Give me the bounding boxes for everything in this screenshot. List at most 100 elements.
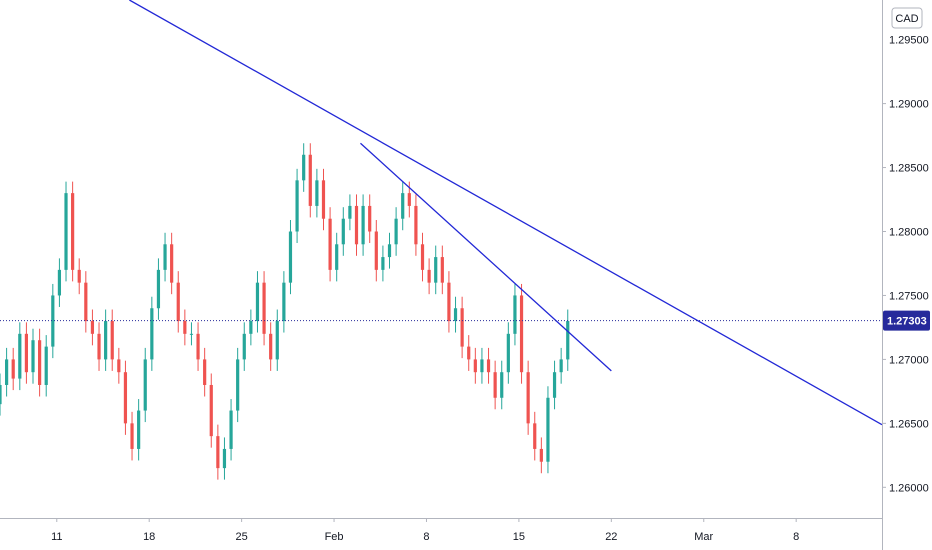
candle-body [242,333,246,360]
trendline[interactable] [129,0,883,426]
candle-body [440,257,444,283]
candle-body [460,308,464,347]
candle-body [447,282,451,322]
candle [354,194,359,256]
candle-body [513,295,517,334]
candle [236,347,240,423]
candle-body [130,423,134,449]
candle-body [183,321,187,334]
candle-body [104,321,108,360]
candle [381,245,385,282]
candle-body [493,372,497,398]
candle-body [295,180,299,232]
candle [262,271,266,346]
candle-body [163,244,167,270]
candle [255,271,260,333]
candle [196,322,200,371]
candle-body [427,269,431,283]
x-tick-label: 8 [793,531,799,543]
candle [71,181,75,282]
candle [539,437,543,474]
currency-badge[interactable]: CAD [891,7,923,29]
candle-body [321,180,326,219]
candle [57,258,62,307]
candle-body [420,244,425,270]
candle [519,283,524,384]
candle-body [275,321,279,360]
last-price-label: 1.27303 [883,310,930,331]
candle-body [480,359,484,373]
candle [500,360,504,410]
candle-body [262,282,266,334]
candle-body [156,269,161,309]
candle-body [222,448,227,469]
candle [546,386,550,474]
candle [123,360,128,435]
candle-body [401,193,405,219]
candle [189,322,194,346]
candle-body [51,295,55,347]
candle-body [117,359,121,373]
candle [0,373,2,416]
candle [203,347,207,397]
candle [11,347,15,391]
candle [368,194,372,244]
candle [374,219,378,282]
candle [460,296,464,359]
candle-body [335,244,339,270]
trendline[interactable] [360,142,612,372]
y-tick-label: 1.28500 [889,163,929,175]
candle [321,168,326,231]
candle [183,309,187,346]
candle [486,347,491,384]
candle-body [566,321,570,360]
candle-body [203,359,207,385]
candle-body [552,372,557,398]
candle-body [302,154,306,181]
candle [44,335,48,397]
candle-body [5,359,9,385]
candle [420,232,425,282]
candle-body [315,180,319,206]
candle [453,296,458,333]
candle-body [84,282,88,322]
x-tick-label: 15 [513,531,525,543]
candle-body [229,410,233,449]
candle [130,411,134,461]
candle-body [44,346,48,385]
candle [401,181,405,231]
candle [387,232,392,269]
candle-body [341,218,345,245]
time-axis-bg[interactable] [0,518,882,550]
currency-badge-box [891,7,923,29]
candle-body [368,205,372,232]
candle [64,181,68,282]
candle [302,143,306,192]
price-axis-bg[interactable] [882,0,932,550]
y-tick-label-top: 1.29500 [889,35,929,47]
y-tick-label: 1.28000 [889,227,929,239]
candle-body [77,269,81,283]
candle [150,296,154,371]
candle [110,309,114,371]
candle-body [176,282,180,322]
candle-body [533,423,537,449]
candle [18,322,22,391]
candle [335,232,339,282]
candle [493,360,497,410]
candle-body [71,193,75,270]
candle [97,322,101,371]
candle [84,271,88,333]
candle [434,245,438,295]
candle-body [374,231,378,270]
candle-body [18,333,22,379]
candle-body [486,359,491,373]
candle [467,335,471,371]
candle [229,399,233,461]
candle [24,322,29,384]
candle-body [434,257,438,283]
candle-body [473,359,477,373]
candle [315,168,319,218]
candle [5,347,9,397]
